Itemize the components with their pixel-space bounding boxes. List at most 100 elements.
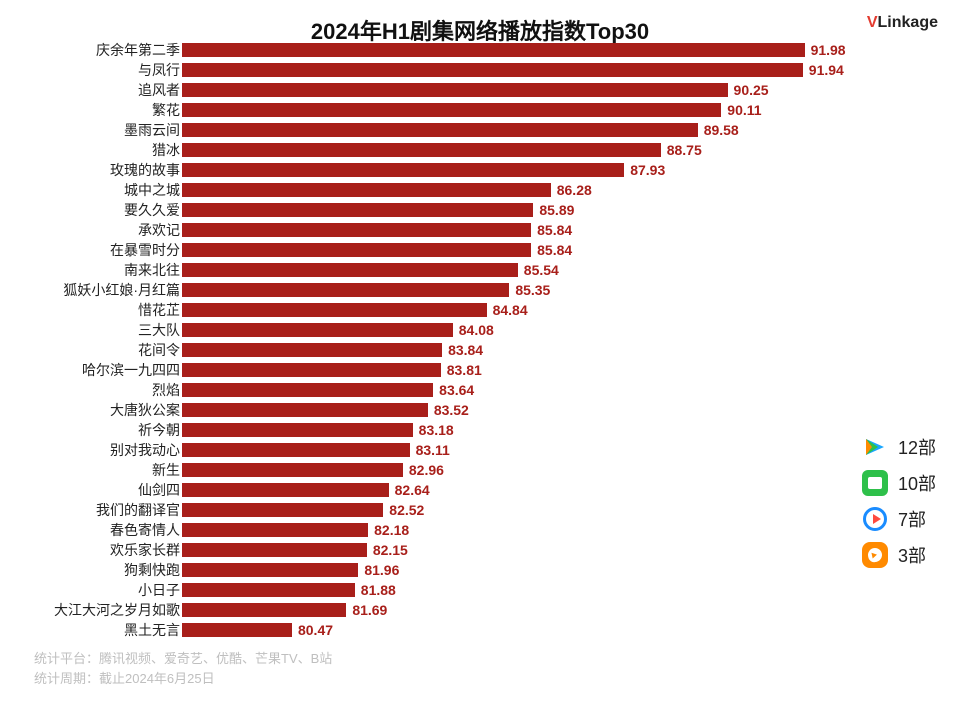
youku-icon — [862, 506, 888, 532]
bar — [182, 263, 518, 277]
chart-row: 玫瑰的故事 87.93 — [0, 160, 850, 180]
bar-value-label: 90.25 — [734, 82, 769, 98]
bar — [182, 43, 805, 57]
legend-count: 7部 — [898, 506, 926, 532]
y-axis-label: 哈尔滨一九四四 — [82, 360, 180, 380]
bar-value-label: 83.52 — [434, 402, 469, 418]
y-axis-label: 狗剩快跑 — [124, 560, 180, 580]
y-axis-label: 我们的翻译官 — [96, 500, 180, 520]
bar-value-label: 82.52 — [389, 502, 424, 518]
bar-value-label: 81.96 — [364, 562, 399, 578]
bar-value-label: 89.58 — [704, 122, 739, 138]
legend-item: 12部 — [862, 434, 936, 460]
bar-value-label: 85.89 — [539, 202, 574, 218]
brand-rest: Linkage — [878, 14, 938, 31]
bar-value-label: 81.69 — [352, 602, 387, 618]
bar — [182, 123, 698, 137]
chart-row: 追风者 90.25 — [0, 80, 850, 100]
y-axis-label: 三大队 — [138, 320, 180, 340]
bar — [182, 63, 803, 77]
y-axis-label: 祈今朝 — [138, 420, 180, 440]
bar-value-label: 83.11 — [416, 442, 450, 458]
bar — [182, 423, 413, 437]
y-axis-label: 城中之城 — [124, 180, 180, 200]
y-axis-label: 玫瑰的故事 — [110, 160, 180, 180]
y-axis-label: 追风者 — [138, 80, 180, 100]
bar — [182, 403, 428, 417]
brand-logo: VLinkage — [867, 14, 938, 32]
footer-notes: 统计平台：腾讯视频、爱奇艺、优酷、芒果TV、B站 统计周期：截止2024年6月2… — [34, 649, 332, 688]
bar — [182, 503, 383, 517]
bar — [182, 343, 442, 357]
bar — [182, 603, 346, 617]
chart-row: 小日子 81.88 — [0, 580, 850, 600]
chart-row: 南来北往 85.54 — [0, 260, 850, 280]
bar-value-label: 84.84 — [493, 302, 528, 318]
y-axis-label: 繁花 — [152, 100, 180, 120]
footer-line-platforms: 统计平台：腾讯视频、爱奇艺、优酷、芒果TV、B站 — [34, 649, 332, 669]
platform-legend: 12部 10部 7部 3部 — [862, 424, 936, 568]
chart-row: 在暴雪时分85.84 — [0, 240, 850, 260]
legend-item: 10部 — [862, 470, 936, 496]
y-axis-label: 黑土无言 — [124, 620, 180, 640]
chart-row: 狐妖小红娘·月红篇 85.35 — [0, 280, 850, 300]
tencent-video-icon — [862, 434, 888, 460]
bar — [182, 103, 721, 117]
mango-tv-icon — [862, 542, 888, 568]
bar — [182, 143, 661, 157]
legend-item: 3部 — [862, 542, 936, 568]
y-axis-label: 在暴雪时分 — [110, 240, 180, 260]
y-axis-label: 新生 — [152, 460, 180, 480]
y-axis-label: 春色寄情人 — [110, 520, 180, 540]
chart-row: 狗剩快跑 81.96 — [0, 560, 850, 580]
chart-row: 我们的翻译官 82.52 — [0, 500, 850, 520]
y-axis-label: 猎冰 — [152, 140, 180, 160]
y-axis-label: 欢乐家长群 — [110, 540, 180, 560]
bar-value-label: 83.18 — [419, 422, 454, 438]
bar — [182, 363, 441, 377]
chart-row: 庆余年第二季91.98 — [0, 40, 850, 60]
chart-row: 要久久爱85.89 — [0, 200, 850, 220]
y-axis-label: 狐妖小红娘·月红篇 — [63, 280, 180, 300]
chart-row: 黑土无言80.47 — [0, 620, 850, 640]
y-axis-label: 大江大河之岁月如歌 — [54, 600, 180, 620]
y-axis-label: 小日子 — [138, 580, 180, 600]
bar — [182, 583, 355, 597]
bar-value-label: 84.08 — [459, 322, 494, 338]
bar-value-label: 91.98 — [811, 42, 846, 58]
bar — [182, 543, 367, 557]
chart-row: 繁花90.11 — [0, 100, 850, 120]
bar-value-label: 83.81 — [447, 362, 482, 378]
bar-value-label: 87.93 — [630, 162, 665, 178]
bar-value-label: 85.54 — [524, 262, 559, 278]
bar-value-label: 85.84 — [537, 222, 572, 238]
chart-row: 祈今朝 83.18 — [0, 420, 850, 440]
bar — [182, 463, 403, 477]
bar — [182, 163, 624, 177]
bar — [182, 203, 533, 217]
footer-line-period: 统计周期：截止2024年6月25日 — [34, 669, 332, 689]
chart-row: 墨雨云间 89.58 — [0, 120, 850, 140]
bar-value-label: 88.75 — [667, 142, 702, 158]
iqiyi-icon — [862, 470, 888, 496]
bar — [182, 483, 389, 497]
y-axis-label: 承欢记 — [138, 220, 180, 240]
bar-value-label: 85.35 — [515, 282, 550, 298]
y-axis-label: 南来北往 — [124, 260, 180, 280]
legend-count: 10部 — [898, 470, 936, 496]
bar — [182, 523, 368, 537]
chart-row: 惜花芷84.84 — [0, 300, 850, 320]
chart-row: 承欢记 85.84 — [0, 220, 850, 240]
chart-row: 花间令83.84 — [0, 340, 850, 360]
chart-row: 大唐狄公案83.52 — [0, 400, 850, 420]
y-axis-label: 仙剑四 — [138, 480, 180, 500]
chart-row: 大江大河之岁月如歌 81.69 — [0, 600, 850, 620]
y-axis-label: 花间令 — [138, 340, 180, 360]
legend-count: 3部 — [898, 542, 926, 568]
bar-value-label: 81.88 — [361, 582, 396, 598]
chart-row: 仙剑四 82.64 — [0, 480, 850, 500]
chart-row: 与凤行91.94 — [0, 60, 850, 80]
y-axis-label: 墨雨云间 — [124, 120, 180, 140]
bar-value-label: 82.64 — [395, 482, 430, 498]
chart-row: 欢乐家长群82.15 — [0, 540, 850, 560]
